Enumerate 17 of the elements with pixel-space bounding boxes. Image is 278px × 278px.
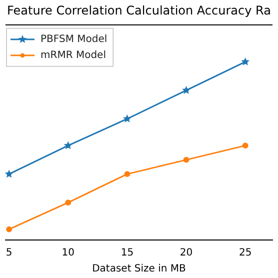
point (241, 57, 250, 66)
x-tick-label: 20 (180, 248, 193, 259)
x-axis-title: Dataset Size in MB (92, 264, 186, 275)
point (122, 114, 132, 122)
legend-label: mRMR Model (40, 50, 106, 61)
point (65, 200, 72, 206)
point (6, 226, 12, 232)
x-tick-label: 15 (120, 248, 134, 259)
x-tick-label: 5 (6, 248, 12, 259)
point (124, 171, 130, 178)
chart-title: Feature Correlation Calculation Accuracy Ra (7, 3, 271, 18)
point (183, 156, 190, 163)
x-tick-label: 25 (238, 248, 252, 259)
legend-label: PBFSM Model (40, 34, 108, 45)
x-tick-label: 10 (62, 248, 74, 259)
point (242, 142, 248, 149)
point (182, 86, 191, 94)
